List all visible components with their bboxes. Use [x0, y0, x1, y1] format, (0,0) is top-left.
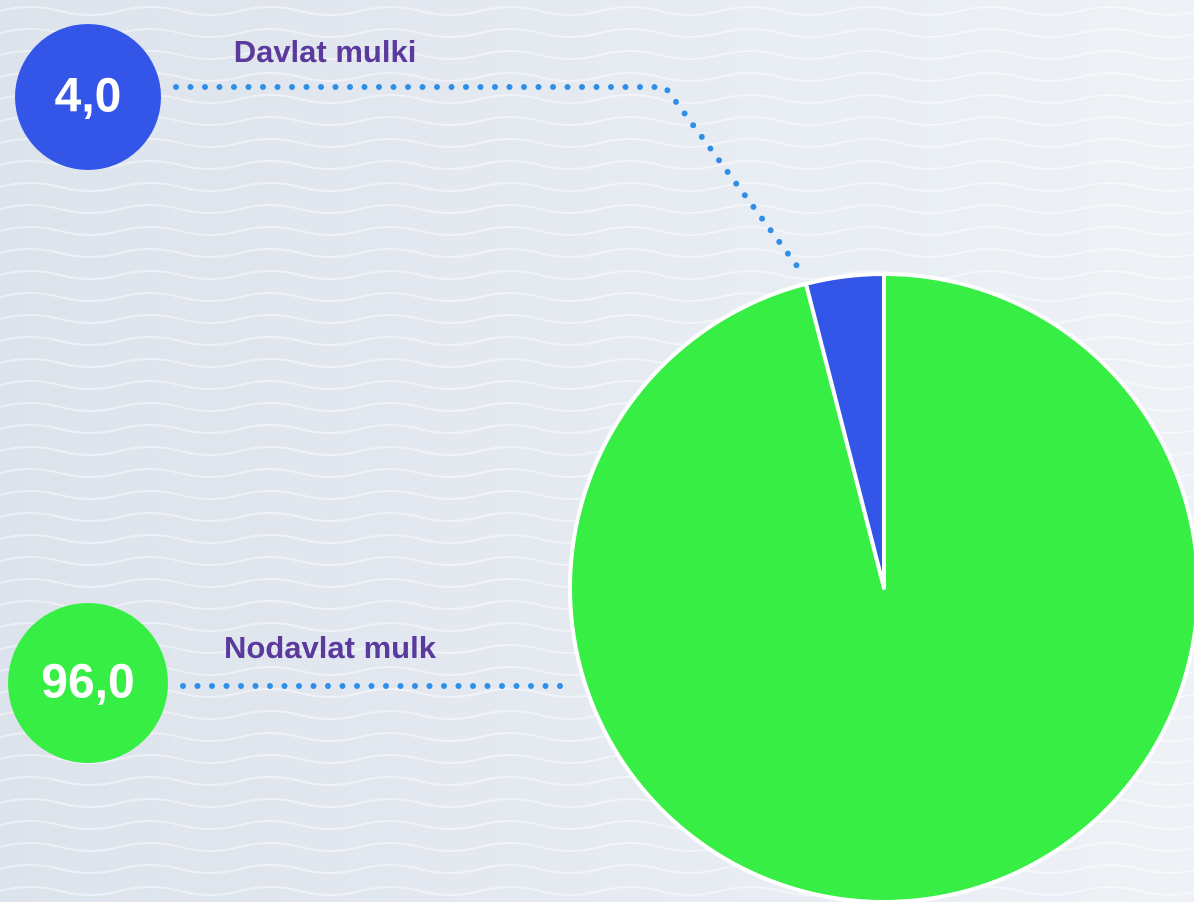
- pie-slice: [568, 272, 1194, 902]
- value-badge: [15, 24, 161, 170]
- connector-line: [173, 84, 803, 273]
- category-label: Davlat mulki: [234, 34, 417, 69]
- connectors: [173, 84, 803, 689]
- category-label: Nodavlat mulk: [224, 630, 437, 665]
- value-badge: [8, 603, 168, 763]
- value-label: 4,0: [55, 70, 122, 123]
- value-label: 96,0: [41, 656, 134, 709]
